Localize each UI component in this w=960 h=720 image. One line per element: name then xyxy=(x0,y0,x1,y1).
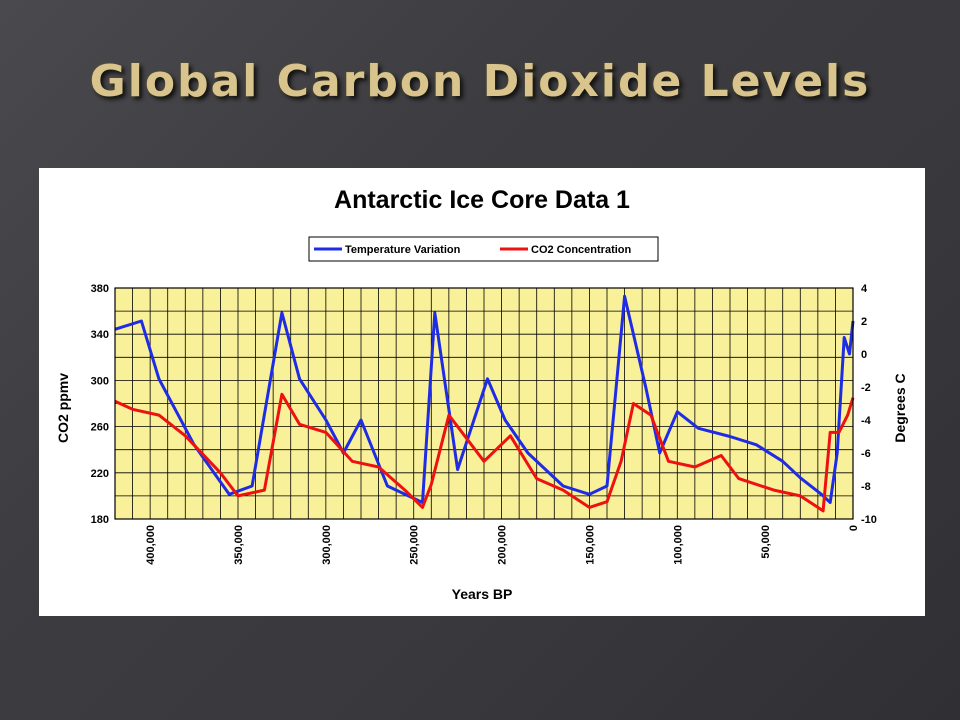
y-tick-label: 380 xyxy=(91,283,109,295)
y2-tick-label: 4 xyxy=(861,283,868,295)
y-tick-label: 220 xyxy=(91,468,109,480)
plot-border xyxy=(114,287,854,520)
y-tick-label: 260 xyxy=(91,422,109,434)
line-chart: Antarctic Ice Core Data 1 Temperature Va… xyxy=(55,186,908,602)
legend-label-co2: CO2 Concentration xyxy=(531,244,632,256)
x-tick-label: 100,000 xyxy=(672,525,684,565)
x-tick-label: 300,000 xyxy=(321,525,333,565)
series-line-co2 xyxy=(114,392,855,513)
y2-tick-label: -8 xyxy=(861,481,871,493)
legend-box xyxy=(308,236,659,262)
x-axis-title: Years BP xyxy=(452,586,513,602)
y-tick-label: 340 xyxy=(91,329,109,341)
x-tick-label: 350,000 xyxy=(233,525,245,565)
x-tick-label: 150,000 xyxy=(584,525,596,565)
x-tick-label: 250,000 xyxy=(409,525,421,565)
x-tick-label: 400,000 xyxy=(145,525,157,565)
series-line-temperature xyxy=(114,294,855,504)
y2-tick-label: -4 xyxy=(861,415,872,427)
chart-panel: Antarctic Ice Core Data 1 Temperature Va… xyxy=(39,168,925,616)
y-tick-label: 300 xyxy=(91,375,109,387)
y2-tick-label: -6 xyxy=(861,448,871,460)
y-axis-title: CO2 ppmv xyxy=(55,373,71,443)
x-tick-label: 200,000 xyxy=(497,525,509,565)
chart-title: Antarctic Ice Core Data 1 xyxy=(334,186,630,214)
y2-tick-label: 0 xyxy=(861,349,867,361)
y2-tick-label: -2 xyxy=(861,382,871,394)
y-tick-label: 180 xyxy=(91,514,109,526)
y2-axis-title: Degrees C xyxy=(892,373,908,442)
x-tick-label: 50,000 xyxy=(760,525,772,559)
legend: Temperature Variation CO2 Concentration xyxy=(308,236,659,262)
x-tick-label: 0 xyxy=(848,525,860,531)
y2-tick-label: -10 xyxy=(861,514,877,526)
slide-title: Global Carbon Dioxide Levels xyxy=(89,56,871,107)
y2-tick-label: 2 xyxy=(861,316,867,328)
legend-label-temperature: Temperature Variation xyxy=(345,244,461,256)
